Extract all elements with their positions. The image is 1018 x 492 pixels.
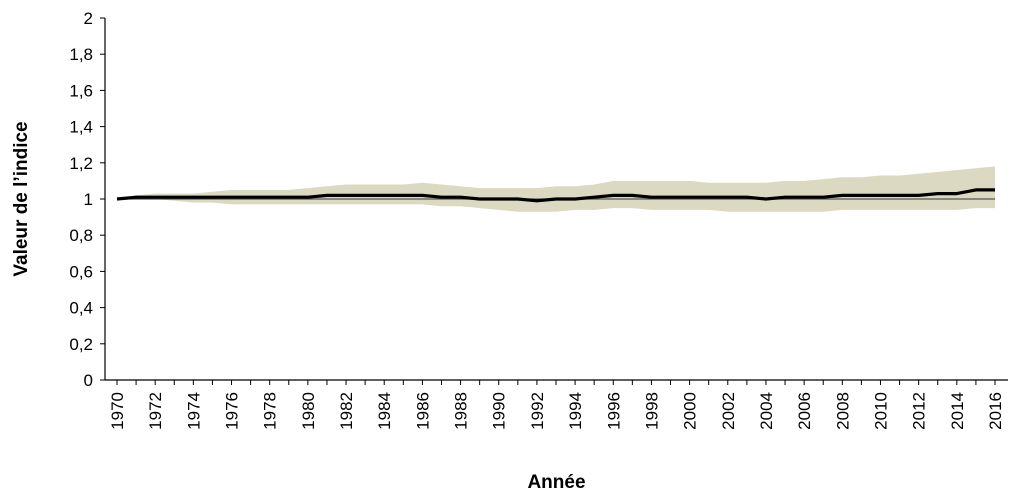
y-axis-title: Valeur de l’indice: [11, 121, 32, 276]
y-tick-label: 0,6: [69, 262, 93, 281]
y-tick-label: 1,4: [69, 118, 93, 137]
x-tick-label: 1982: [337, 392, 356, 430]
y-tick-label: 1,8: [69, 45, 93, 64]
x-axis-ticks: 1970 1972 1974 1976 1978 1980 1982 1984 1986 1988…: [108, 380, 1005, 430]
y-tick-label: 0,8: [69, 226, 93, 245]
x-tick-label: 2010: [871, 392, 890, 430]
x-tick-label: 2004: [757, 392, 776, 430]
x-tick-label: 1978: [261, 392, 280, 430]
x-tick-label: 1972: [146, 392, 165, 430]
x-tick-label: 2002: [719, 392, 738, 430]
x-tick-label: 1980: [299, 392, 318, 430]
x-tick-label: 2014: [948, 392, 967, 430]
x-tick-label: 1990: [490, 392, 509, 430]
y-tick-label: 0,4: [69, 299, 93, 318]
x-tick-label: 2006: [795, 392, 814, 430]
x-tick-label: 2000: [681, 392, 700, 430]
series-line-layer: [116, 188, 995, 203]
y-tick-label: 0: [84, 371, 93, 390]
x-tick-label: 2016: [986, 392, 1005, 430]
x-tick-label: 1974: [184, 392, 203, 430]
index-series-line: [116, 188, 995, 203]
x-tick-label: 2008: [833, 392, 852, 430]
x-tick-label: 1976: [223, 392, 242, 430]
x-tick-label: 1998: [642, 392, 661, 430]
x-tick-label: 2012: [910, 392, 929, 430]
x-tick-label: 1986: [413, 392, 432, 430]
y-tick-label: 2: [84, 9, 93, 28]
x-tick-label: 1992: [528, 392, 547, 430]
x-tick-label: 1994: [566, 392, 585, 430]
x-axis-title: Année: [527, 472, 585, 492]
x-tick-label: 1984: [375, 392, 394, 430]
confidence-band-layer: [117, 166, 995, 212]
x-tick-label: 1988: [452, 392, 471, 430]
y-tick-label: 1,6: [69, 81, 93, 100]
y-tick-label: 1,2: [69, 154, 93, 173]
y-tick-label: 0,2: [69, 335, 93, 354]
x-tick-label: 1996: [604, 392, 623, 430]
y-tick-label: 1: [84, 190, 93, 209]
confidence-band: [117, 166, 995, 212]
y-axis-ticks: 0 0,2 0,4 0,6 0,8 1 1,2 1,4 1,6 1,8 2: [69, 9, 105, 390]
x-tick-label: 1970: [108, 392, 127, 430]
